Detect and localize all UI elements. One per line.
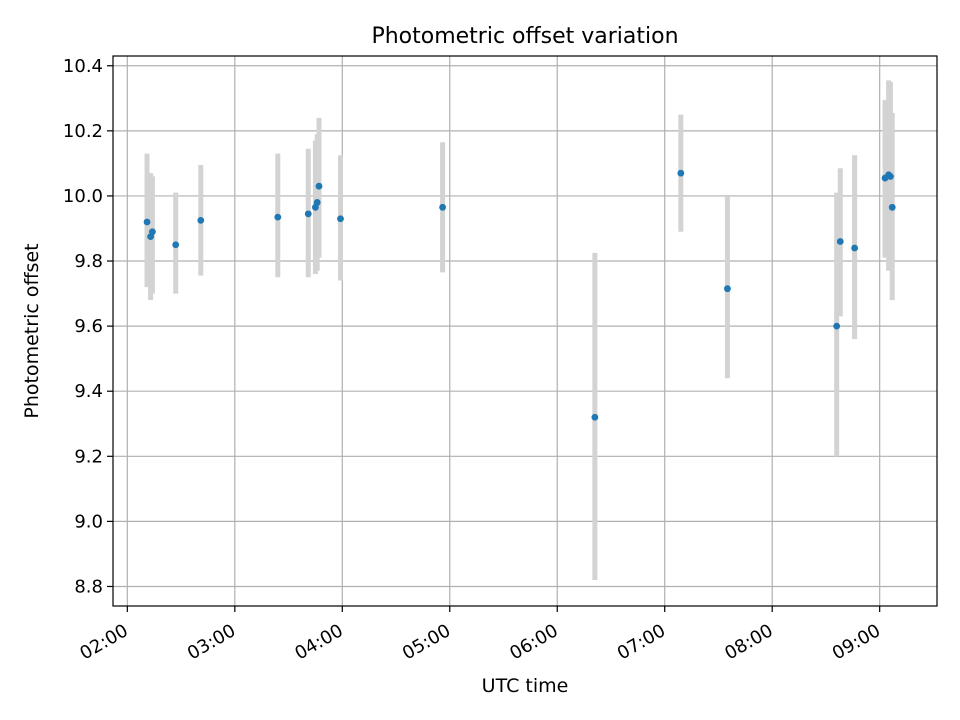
x-axis-ticks: 02:00 03:00 04:00 05:00 06:00 07:00 08:00 09:00	[76, 606, 884, 664]
x-tick-label: 07:00	[614, 620, 669, 664]
data-point	[304, 210, 312, 218]
data-point	[197, 216, 205, 224]
data-point	[337, 215, 344, 223]
data-point	[591, 413, 599, 421]
x-tick-label: 02:00	[76, 620, 131, 664]
data-point	[888, 203, 896, 211]
y-tick-label: 10.2	[63, 121, 103, 142]
error-bars	[144, 80, 895, 580]
data-point	[439, 203, 446, 211]
data-point	[677, 169, 685, 177]
y-tick-label: 9.0	[74, 511, 103, 532]
data-points	[143, 169, 896, 421]
x-tick-label: 03:00	[184, 620, 239, 664]
data-point	[274, 213, 282, 221]
data-point	[149, 228, 156, 236]
x-tick-label: 06:00	[506, 620, 561, 664]
y-tick-label: 8.8	[74, 576, 103, 597]
y-axis-label: Photometric offset	[21, 243, 43, 418]
x-tick-label: 04:00	[291, 620, 346, 664]
y-tick-label: 9.8	[74, 251, 103, 272]
data-point	[724, 285, 731, 293]
x-tick-label: 08:00	[721, 620, 776, 664]
plot-frame	[112, 55, 938, 607]
data-point	[836, 238, 844, 245]
y-tick-label: 9.2	[74, 446, 103, 467]
y-tick-label: 10.4	[63, 56, 103, 77]
x-tick-label: 05:00	[399, 620, 454, 664]
y-tick-label: 9.6	[74, 316, 103, 337]
data-point	[143, 218, 151, 226]
y-tick-label: 9.4	[74, 381, 103, 402]
data-point	[887, 173, 894, 180]
y-axis-ticks: 8.8 9.0 9.2 9.4 9.6 9.8 10.0 10.2 10.4	[63, 56, 113, 597]
data-point	[851, 244, 858, 252]
x-axis-label: UTC time	[482, 675, 569, 697]
data-point	[313, 199, 321, 206]
chart-title: Photometric offset variation	[371, 24, 678, 49]
y-tick-label: 10.0	[63, 186, 103, 207]
data-point	[833, 322, 841, 330]
data-point	[172, 241, 180, 249]
grid	[113, 56, 937, 606]
x-tick-label: 09:00	[829, 620, 884, 664]
data-point	[315, 182, 323, 190]
